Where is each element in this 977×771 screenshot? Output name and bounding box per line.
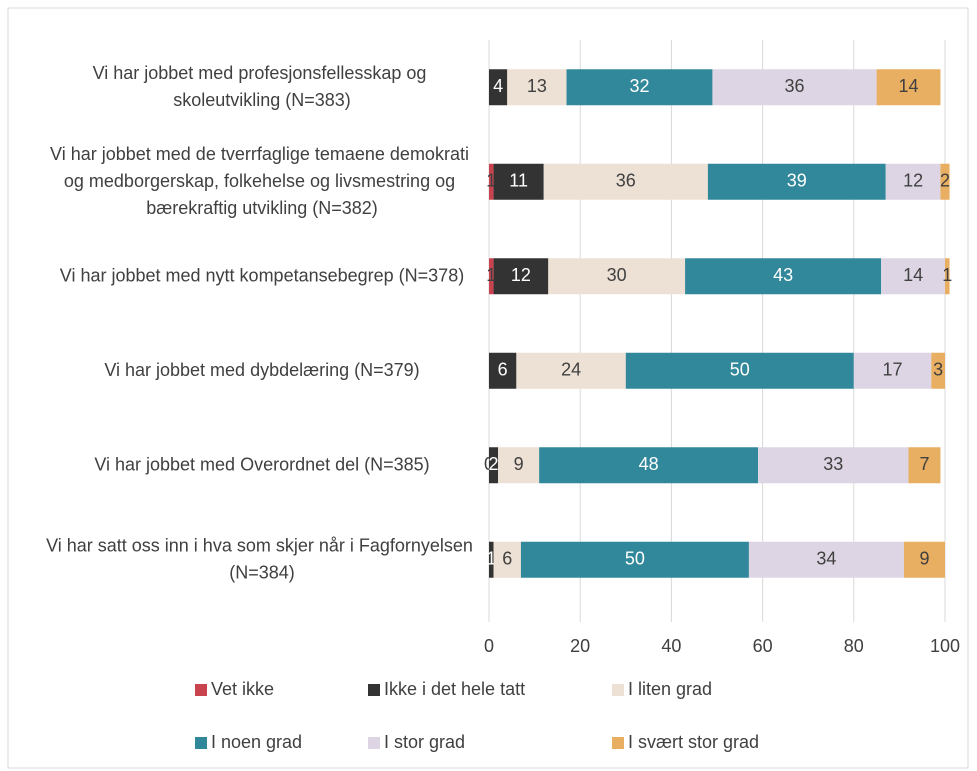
x-tick-label: 0 bbox=[484, 636, 494, 656]
bar-segment bbox=[685, 258, 882, 295]
legend-label: I svært stor grad bbox=[628, 732, 759, 752]
data-label: 12 bbox=[903, 171, 923, 191]
data-label: 4 bbox=[493, 76, 503, 96]
bar-segment bbox=[489, 69, 508, 106]
bar-segment bbox=[625, 352, 854, 389]
category-label: Vi har jobbet med profesjonsfellesskap o… bbox=[93, 63, 432, 110]
legend-swatch bbox=[612, 737, 624, 749]
data-label: 1 bbox=[486, 265, 496, 285]
bar-segment bbox=[543, 163, 708, 200]
bar-segment bbox=[489, 541, 494, 578]
data-label: 6 bbox=[502, 549, 512, 569]
data-label: 36 bbox=[785, 76, 805, 96]
data-label: 14 bbox=[903, 265, 923, 285]
bar-segment bbox=[516, 352, 626, 389]
data-label: 1 bbox=[486, 549, 496, 569]
category-label: Vi har jobbet med nytt kompetansebegrep … bbox=[60, 265, 464, 285]
data-label: 11 bbox=[509, 171, 528, 191]
bar-segment bbox=[707, 163, 886, 200]
legend-label: I liten grad bbox=[628, 679, 712, 699]
bar-segment bbox=[507, 69, 567, 106]
bar-segment bbox=[876, 69, 941, 106]
bar-segment bbox=[881, 258, 945, 295]
data-label: 13 bbox=[527, 76, 547, 96]
x-tick-label: 100 bbox=[930, 636, 960, 656]
x-tick-label: 60 bbox=[753, 636, 773, 656]
category-label: Vi har jobbet med dybdelæring (N=379) bbox=[104, 360, 419, 380]
data-label: 24 bbox=[561, 360, 581, 380]
category-label: Vi har jobbet med de tverrfaglige temaen… bbox=[50, 144, 474, 218]
bar-segment bbox=[539, 447, 759, 484]
bar-segment bbox=[712, 69, 877, 106]
data-label: 1 bbox=[942, 265, 952, 285]
data-label: 2 bbox=[489, 454, 499, 474]
data-label: 39 bbox=[787, 171, 807, 191]
bar-segment bbox=[566, 69, 713, 106]
legend-label: I stor grad bbox=[384, 732, 465, 752]
bar-segment bbox=[489, 163, 494, 200]
legend-swatch bbox=[612, 684, 624, 696]
legend-swatch bbox=[195, 684, 207, 696]
bar-segment bbox=[489, 352, 517, 389]
data-label: 14 bbox=[899, 76, 919, 96]
data-label: 1 bbox=[486, 171, 496, 191]
legend-label: Ikke i det hele tatt bbox=[384, 679, 525, 699]
bar-segment bbox=[940, 163, 950, 200]
data-label: 9 bbox=[919, 549, 929, 569]
bar-segment bbox=[489, 258, 494, 295]
data-label: 3 bbox=[933, 360, 943, 380]
data-label: 43 bbox=[773, 265, 793, 285]
legend-label: Vet ikke bbox=[211, 679, 274, 699]
bar-segment bbox=[908, 447, 941, 484]
bar-segment bbox=[758, 447, 909, 484]
data-label: 33 bbox=[823, 454, 843, 474]
data-label: 2 bbox=[940, 171, 950, 191]
bar-segment bbox=[498, 447, 540, 484]
data-label: 48 bbox=[639, 454, 659, 474]
data-label: 17 bbox=[883, 360, 903, 380]
data-label: 30 bbox=[607, 265, 627, 285]
bar-segment bbox=[748, 541, 904, 578]
bar-segment bbox=[853, 352, 932, 389]
bar-segment bbox=[493, 258, 549, 295]
x-tick-label: 20 bbox=[570, 636, 590, 656]
bar-segment bbox=[489, 447, 499, 484]
bar-segment bbox=[548, 258, 686, 295]
bar-segment bbox=[931, 352, 945, 389]
data-label: 6 bbox=[498, 360, 508, 380]
data-label: 36 bbox=[616, 171, 636, 191]
legend-label: I noen grad bbox=[211, 732, 302, 752]
data-label: 7 bbox=[919, 454, 929, 474]
data-label: 12 bbox=[511, 265, 531, 285]
bar-segment bbox=[493, 541, 521, 578]
x-tick-label: 80 bbox=[844, 636, 864, 656]
legend-swatch bbox=[368, 684, 380, 696]
legend-swatch bbox=[368, 737, 380, 749]
data-label: 50 bbox=[730, 360, 750, 380]
data-label: 32 bbox=[629, 76, 649, 96]
data-label: 34 bbox=[816, 549, 836, 569]
legend-swatch bbox=[195, 737, 207, 749]
x-tick-label: 40 bbox=[661, 636, 681, 656]
bar-segment bbox=[945, 258, 950, 295]
bar-segment bbox=[520, 541, 749, 578]
bar-segment bbox=[885, 163, 941, 200]
bar-segment bbox=[493, 163, 544, 200]
data-label: 50 bbox=[625, 549, 645, 569]
category-label: Vi har jobbet med Overordnet del (N=385) bbox=[94, 454, 429, 474]
category-label: Vi har satt oss inn i hva som skjer når … bbox=[46, 535, 478, 582]
data-label: 9 bbox=[514, 454, 524, 474]
bar-segment bbox=[903, 541, 945, 578]
